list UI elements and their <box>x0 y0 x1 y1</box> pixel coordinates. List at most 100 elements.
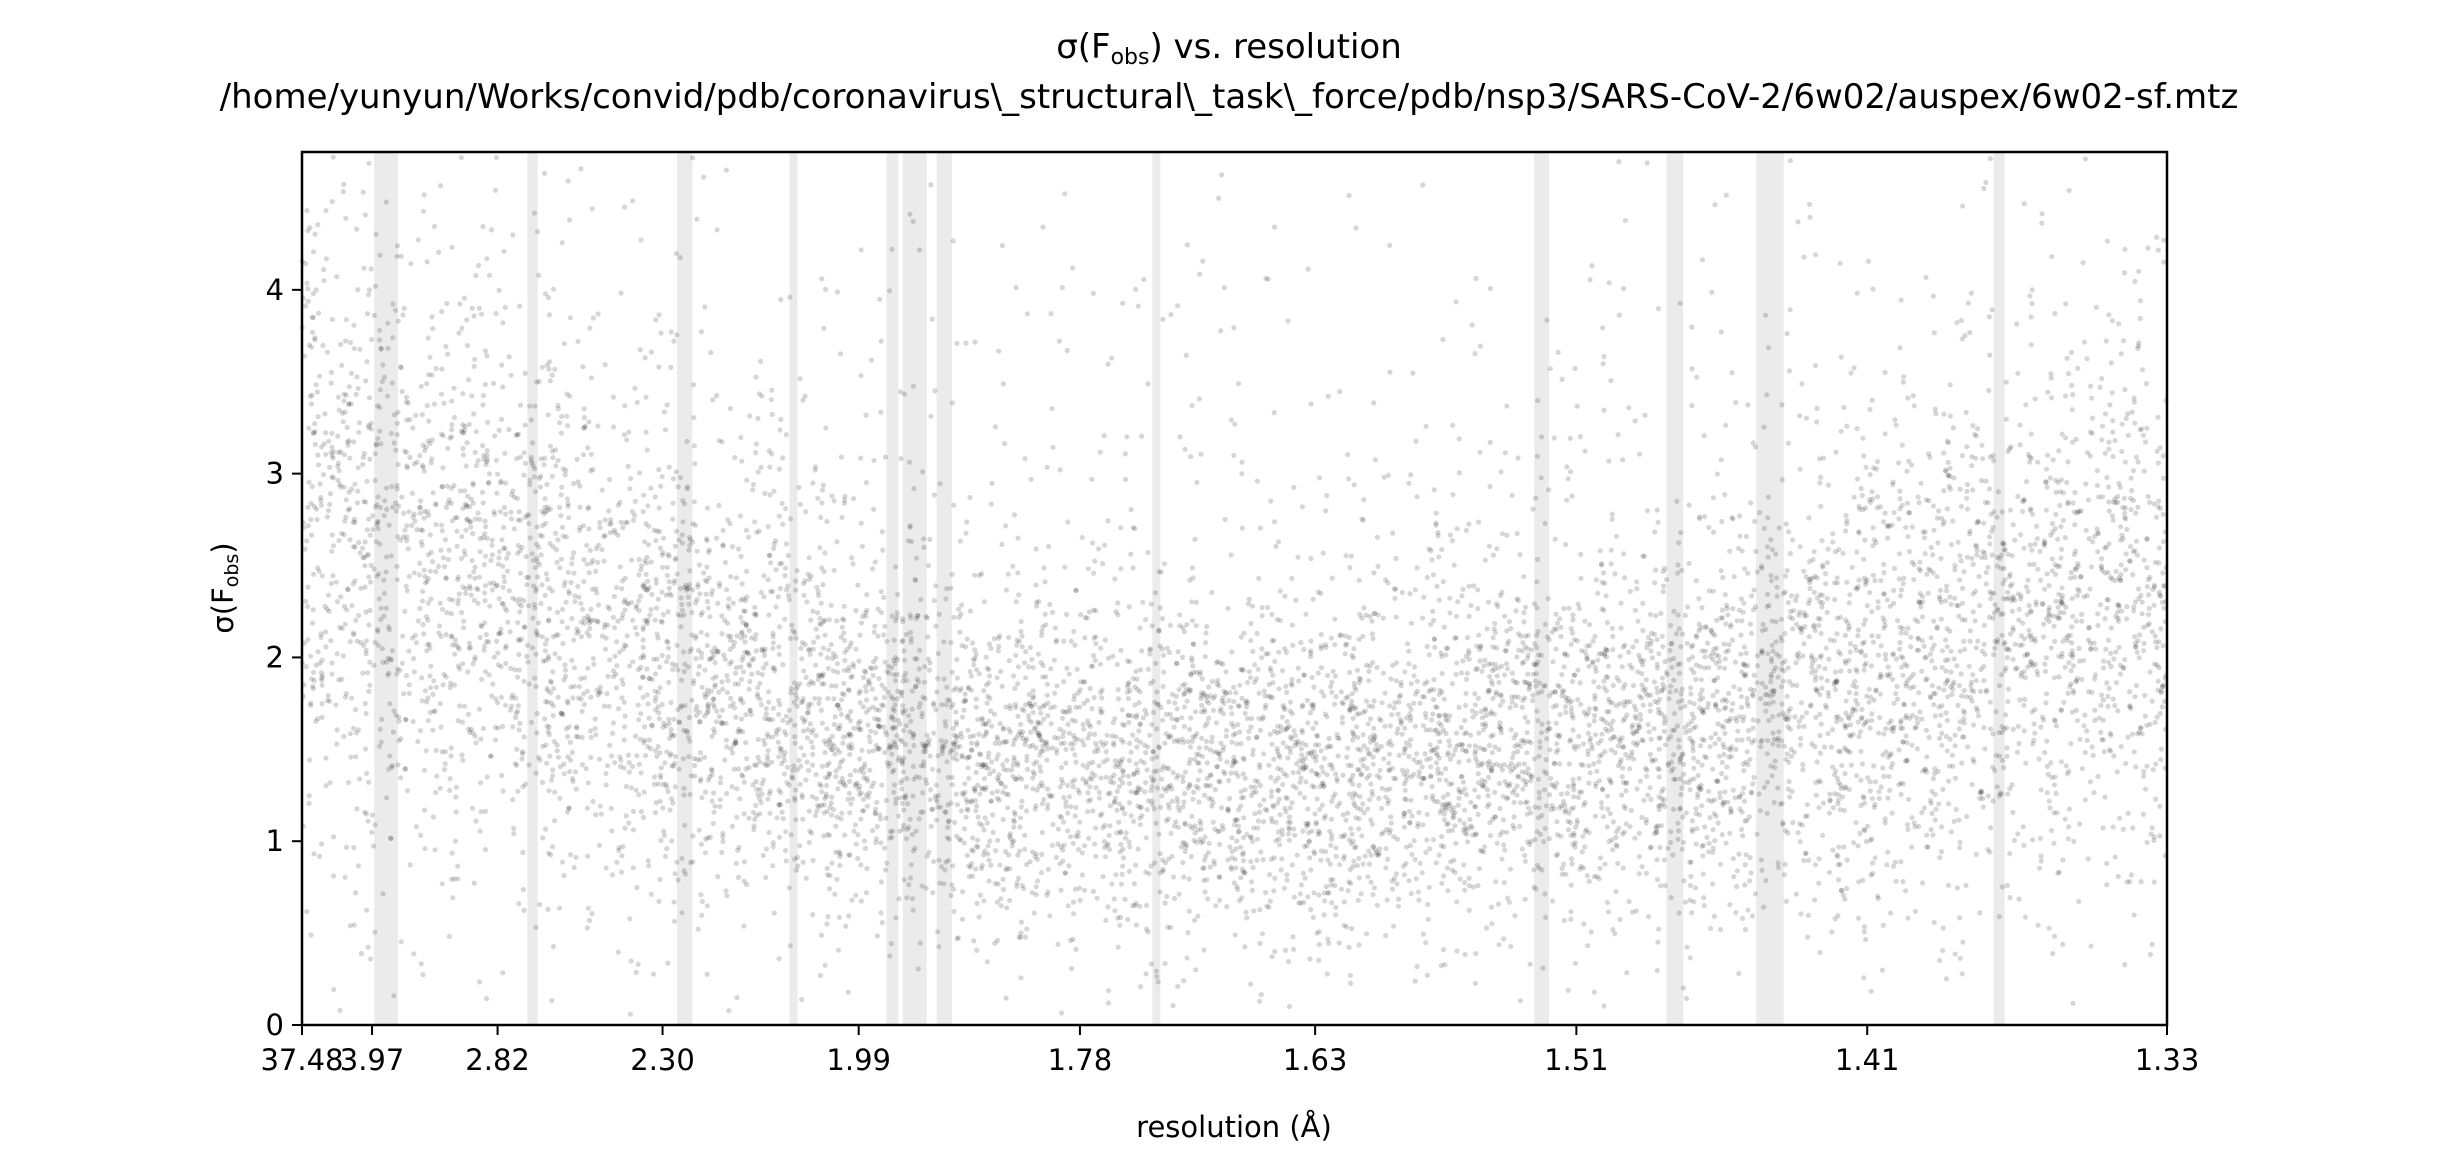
scatter-point <box>539 582 545 588</box>
scatter-point <box>429 456 435 462</box>
scatter-point <box>1781 591 1787 597</box>
scatter-point <box>532 675 538 681</box>
scatter-point <box>558 492 564 498</box>
scatter-point <box>1117 776 1123 782</box>
scatter-point <box>2035 459 2041 465</box>
scatter-point <box>1283 809 1289 815</box>
scatter-point <box>1069 746 1076 752</box>
scatter-point <box>464 440 470 446</box>
scatter-point <box>1742 926 1748 933</box>
scatter-point <box>660 805 666 811</box>
scatter-point <box>664 564 671 571</box>
scatter-point <box>1622 575 1628 581</box>
scatter-point <box>2079 611 2085 618</box>
scatter-point <box>1400 863 1407 869</box>
scatter-point <box>672 871 678 877</box>
scatter-point <box>405 788 411 794</box>
scatter-point <box>1987 589 1993 595</box>
scatter-point <box>1406 480 1412 486</box>
scatter-point <box>951 614 957 620</box>
scatter-point <box>1558 791 1564 797</box>
scatter-point <box>1115 944 1121 950</box>
scatter-point <box>974 900 980 907</box>
scatter-point <box>406 682 412 688</box>
scatter-point <box>1141 760 1147 766</box>
scatter-point <box>1528 774 1534 780</box>
scatter-point <box>345 507 351 513</box>
scatter-point <box>1237 729 1243 735</box>
scatter-point <box>966 775 972 781</box>
scatter-point <box>1144 767 1150 773</box>
scatter-point <box>712 803 718 809</box>
scatter-point <box>1089 706 1095 712</box>
scatter-point <box>1358 891 1364 897</box>
scatter-point <box>1711 913 1717 919</box>
scatter-point <box>542 592 548 598</box>
scatter-point <box>608 517 614 523</box>
scatter-point <box>588 728 594 734</box>
scatter-point <box>653 537 659 544</box>
scatter-point <box>354 638 360 644</box>
scatter-point <box>1015 852 1021 858</box>
scatter-point <box>1898 717 1904 724</box>
scatter-point <box>2102 570 2108 576</box>
scatter-point <box>1216 683 1222 689</box>
scatter-point <box>840 740 846 746</box>
scatter-point <box>2048 375 2054 381</box>
scatter-point <box>1498 726 1504 732</box>
scatter-point <box>1679 697 1685 704</box>
scatter-point <box>2018 532 2024 538</box>
scatter-point <box>1751 774 1757 781</box>
scatter-point <box>1345 694 1351 700</box>
scatter-point <box>891 637 897 643</box>
scatter-point <box>1670 752 1677 758</box>
scatter-point <box>1969 698 1975 704</box>
scatter-point <box>811 639 817 645</box>
scatter-point <box>314 389 320 395</box>
scatter-point <box>633 787 639 793</box>
scatter-point <box>1699 736 1705 742</box>
scatter-point <box>1253 676 1260 682</box>
scatter-point <box>1544 727 1550 734</box>
ice-ring-band <box>677 152 693 1025</box>
scatter-point <box>1034 603 1040 609</box>
scatter-point <box>1658 710 1664 717</box>
scatter-point <box>823 286 829 292</box>
scatter-point <box>1551 761 1557 767</box>
scatter-point <box>339 362 345 368</box>
scatter-point <box>1794 682 1800 689</box>
scatter-point <box>1321 815 1327 821</box>
scatter-point <box>564 496 571 502</box>
scatter-point <box>1449 867 1455 873</box>
scatter-point <box>2099 556 2105 562</box>
scatter-point <box>692 762 698 769</box>
scatter-point <box>999 541 1005 548</box>
scatter-point <box>1036 783 1042 789</box>
scatter-point <box>931 730 937 736</box>
scatter-point <box>702 754 708 761</box>
scatter-point <box>751 823 757 829</box>
scatter-point <box>312 231 318 237</box>
scatter-point <box>1458 724 1464 731</box>
scatter-point <box>2032 396 2038 402</box>
scatter-point <box>575 734 581 740</box>
scatter-point <box>953 709 959 715</box>
scatter-point <box>360 670 366 676</box>
scatter-point <box>1675 570 1681 576</box>
scatter-point <box>1184 622 1190 628</box>
scatter-point <box>668 726 674 733</box>
scatter-point <box>618 519 624 526</box>
scatter-point <box>1799 381 1805 387</box>
scatter-point <box>2003 379 2009 385</box>
scatter-point <box>1610 647 1616 653</box>
scatter-point <box>524 653 530 660</box>
scatter-point <box>1483 707 1489 714</box>
scatter-point <box>2145 245 2151 251</box>
scatter-point <box>363 378 369 384</box>
scatter-point <box>482 518 488 524</box>
scatter-point <box>695 926 701 932</box>
scatter-point <box>1504 628 1510 634</box>
scatter-point <box>944 684 950 690</box>
scatter-point <box>1661 857 1668 863</box>
scatter-point <box>1684 640 1690 646</box>
